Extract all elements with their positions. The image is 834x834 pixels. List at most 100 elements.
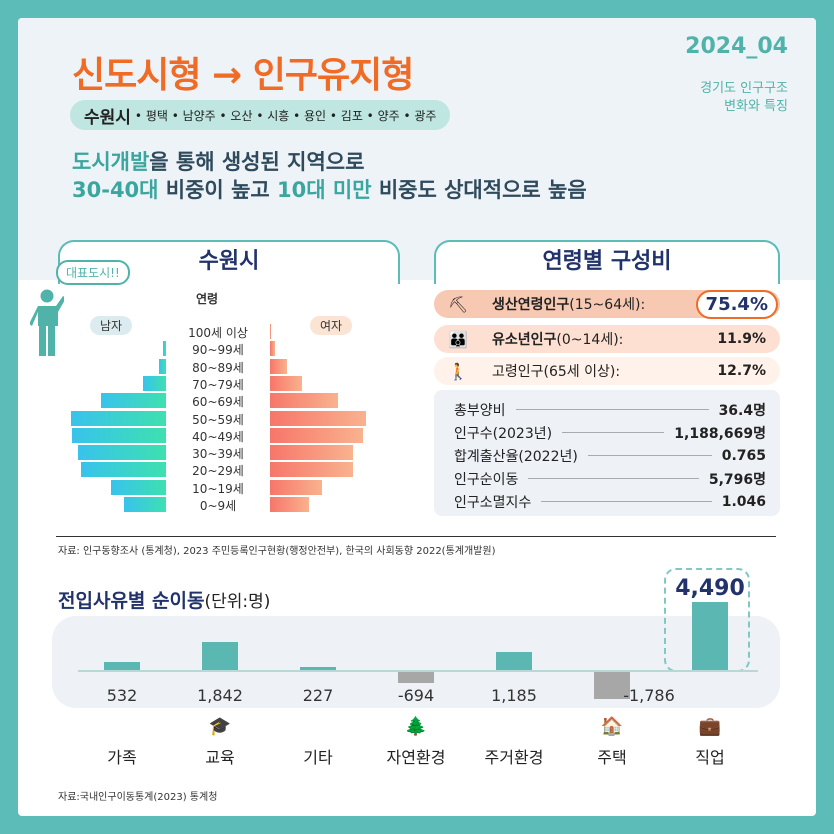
stat-label: 인구순이동 — [454, 471, 519, 488]
youth-row: 👪 유소년인구(0~14세): 11.9% — [434, 325, 780, 353]
zero-baseline — [78, 670, 758, 672]
age-label: 100세 이상 — [188, 326, 248, 340]
female-bar — [270, 393, 339, 409]
stat-value: 36.4명 — [718, 402, 766, 419]
date-label: 2024_04 — [685, 34, 788, 59]
other-cities: • 평택 • 남양주 • 오산 • 시흥 • 용인 • 김포 • 양주 • 광주 — [134, 108, 437, 123]
value-label: -694 — [397, 686, 435, 705]
category-label: 주택 — [597, 748, 627, 767]
migration-bar — [692, 601, 728, 670]
category-label: 주거환경 — [484, 748, 544, 767]
stat-label: 인구수(2023년) — [454, 425, 553, 442]
age-label: 90~99세 — [192, 343, 244, 358]
age-label: 40~49세 — [192, 429, 244, 444]
graduation-cap-icon: 🎓 — [208, 716, 232, 737]
city-list-pill: 수원시 • 평택 • 남양주 • 오산 • 시흥 • 용인 • 김포 • 양주 … — [70, 100, 451, 130]
leader-line — [528, 478, 699, 479]
migration-bar — [398, 672, 434, 683]
stat-value: 1.046 — [721, 493, 766, 510]
desc-highlight: 10대 미만 — [277, 178, 372, 202]
value-label: 4,490 — [675, 576, 745, 601]
male-bar — [78, 445, 166, 461]
age-label: 30~39세 — [192, 447, 244, 462]
value-label: 227 — [302, 686, 334, 705]
migration-bar — [594, 672, 630, 700]
desc-text: 비중이 높고 — [158, 178, 278, 202]
workers-icon: ⛏ — [448, 294, 469, 314]
migration-bar — [104, 661, 140, 670]
stat-value: 0.765 — [721, 447, 766, 464]
male-bar — [158, 358, 166, 374]
row-label: (0~14세): — [556, 332, 624, 348]
stats-box: 총부양비 36.4명 인구수(2023년) 1,188,669명 합계출산율(202… — [434, 390, 780, 516]
leader-line — [515, 409, 709, 410]
female-bar — [270, 445, 353, 461]
children-icon: 👪 — [448, 329, 468, 349]
desc-text: 을 통해 생성된 지역으로 — [149, 150, 365, 174]
migration-title: 전입사유별 순이동(단위:명) — [58, 586, 270, 613]
migration-bar — [202, 642, 238, 670]
female-bar — [270, 358, 288, 374]
male-bar — [110, 479, 166, 495]
row-label-bold: 유소년인구 — [492, 332, 557, 348]
header-band — [18, 18, 816, 280]
leader-line — [587, 455, 712, 456]
leader-line — [562, 432, 665, 433]
source-note: 자료:국내인구이동통계(2023) 통계청 — [58, 792, 218, 803]
female-bar — [270, 497, 309, 512]
male-bar — [100, 393, 166, 409]
migration-bar — [496, 651, 532, 670]
row-label-bold: 생산연령인구 — [492, 297, 570, 313]
age-label: 10~19세 — [192, 481, 244, 496]
age-label: 20~29세 — [192, 464, 244, 479]
migration-chart-bg — [52, 616, 780, 708]
age-label: 60~69세 — [192, 395, 244, 410]
desc-highlight: 30-40대 — [72, 178, 159, 202]
series-subtitle: 경기도 인구구조 변화와 특징 — [700, 80, 788, 116]
female-bar — [270, 410, 366, 426]
migration-bar — [300, 666, 336, 670]
divider — [56, 536, 776, 537]
female-bar — [270, 462, 353, 478]
pyramid-axis-label: 연령 — [196, 292, 219, 306]
value-label: 1,842 — [197, 686, 243, 705]
stat-value: 1,188,669명 — [674, 425, 766, 442]
desc-highlight: 도시개발 — [72, 150, 150, 174]
source-note: 자료: 인구동향조사 (통계청), 2023 주민등록인구현황(행정안전부), … — [58, 546, 496, 557]
main-city: 수원시 — [84, 107, 131, 128]
house-icon: 🏠 — [600, 716, 624, 737]
male-bar — [71, 410, 166, 426]
category-label: 가족 — [107, 748, 137, 767]
page-title: 신도시형 → 인구유지형 — [72, 55, 414, 96]
subtitle-line-1: 경기도 인구구조 — [700, 81, 788, 96]
migration-title-text: 전입사유별 순이동 — [58, 590, 205, 612]
elderly-row: 🚶 고령인구(65세 이상): 12.7% — [434, 357, 780, 385]
male-bar — [142, 375, 166, 391]
male-label: 남자 — [90, 316, 133, 335]
age-label: 70~79세 — [192, 377, 244, 392]
tree-icon: 🌲 — [404, 716, 428, 737]
stat-row: 인구소멸지수 1.046 — [454, 490, 766, 513]
value-label: 1,185 — [491, 686, 537, 705]
value-label: -1,786 — [623, 686, 675, 705]
working-age-row: ⛏ 생산연령인구(15~64세): 75.4% — [434, 289, 780, 319]
female-bar — [270, 479, 323, 495]
male-bar — [124, 497, 166, 512]
male-bar — [81, 462, 166, 478]
age-label: 50~59세 — [192, 412, 244, 427]
stat-row: 총부양비 36.4명 — [454, 398, 766, 421]
category-label: 교육 — [205, 748, 235, 767]
male-bar — [162, 341, 166, 357]
male-bar — [72, 427, 166, 443]
category-label: 기타 — [303, 748, 333, 767]
description: 도시개발을 통해 생성된 지역으로 30-40대 비중이 높고 10대 미만 비… — [72, 148, 587, 204]
row-label: 고령인구(65세 이상): — [492, 364, 621, 380]
elderly-icon: 🚶 — [448, 361, 468, 381]
stat-label: 총부양비 — [454, 402, 506, 419]
female-label: 여자 — [310, 316, 353, 335]
female-bar — [270, 324, 272, 339]
speech-bubble: 대표도시!! — [56, 260, 130, 285]
female-bar — [270, 341, 276, 357]
female-bar — [270, 375, 302, 391]
category-label: 자연환경 — [386, 748, 446, 767]
